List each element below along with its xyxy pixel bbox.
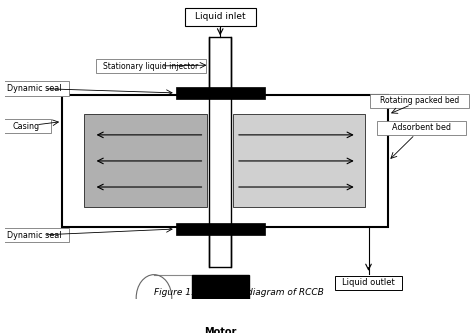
Text: Rotating packed bed: Rotating packed bed [380, 97, 460, 106]
Bar [210, 227, 231, 267]
Bar [0, 81, 69, 96]
Bar [176, 87, 264, 99]
Bar [210, 37, 231, 95]
Bar [84, 115, 207, 207]
Bar [210, 95, 231, 227]
Bar [62, 95, 388, 227]
Bar [335, 275, 402, 290]
Text: Motor: Motor [204, 327, 237, 333]
Text: Dynamic seal: Dynamic seal [7, 84, 62, 93]
Text: Adsorbent bed: Adsorbent bed [392, 123, 451, 132]
Bar [2, 119, 51, 133]
Bar [371, 94, 469, 108]
Text: Figure 1: Schematic diagram of RCCB: Figure 1: Schematic diagram of RCCB [154, 288, 324, 297]
Text: Liquid inlet: Liquid inlet [195, 12, 246, 21]
Bar [199, 326, 242, 333]
Text: Liquid outlet: Liquid outlet [342, 278, 395, 287]
Bar [96, 59, 206, 73]
Bar [233, 115, 365, 207]
Bar [176, 223, 264, 235]
Bar [185, 8, 256, 26]
Text: Stationary liquid injector: Stationary liquid injector [103, 62, 199, 71]
Text: Dynamic seal: Dynamic seal [7, 231, 62, 240]
Bar [191, 275, 249, 321]
Text: Casing: Casing [13, 122, 40, 131]
Bar [0, 228, 69, 242]
Bar [377, 121, 466, 135]
